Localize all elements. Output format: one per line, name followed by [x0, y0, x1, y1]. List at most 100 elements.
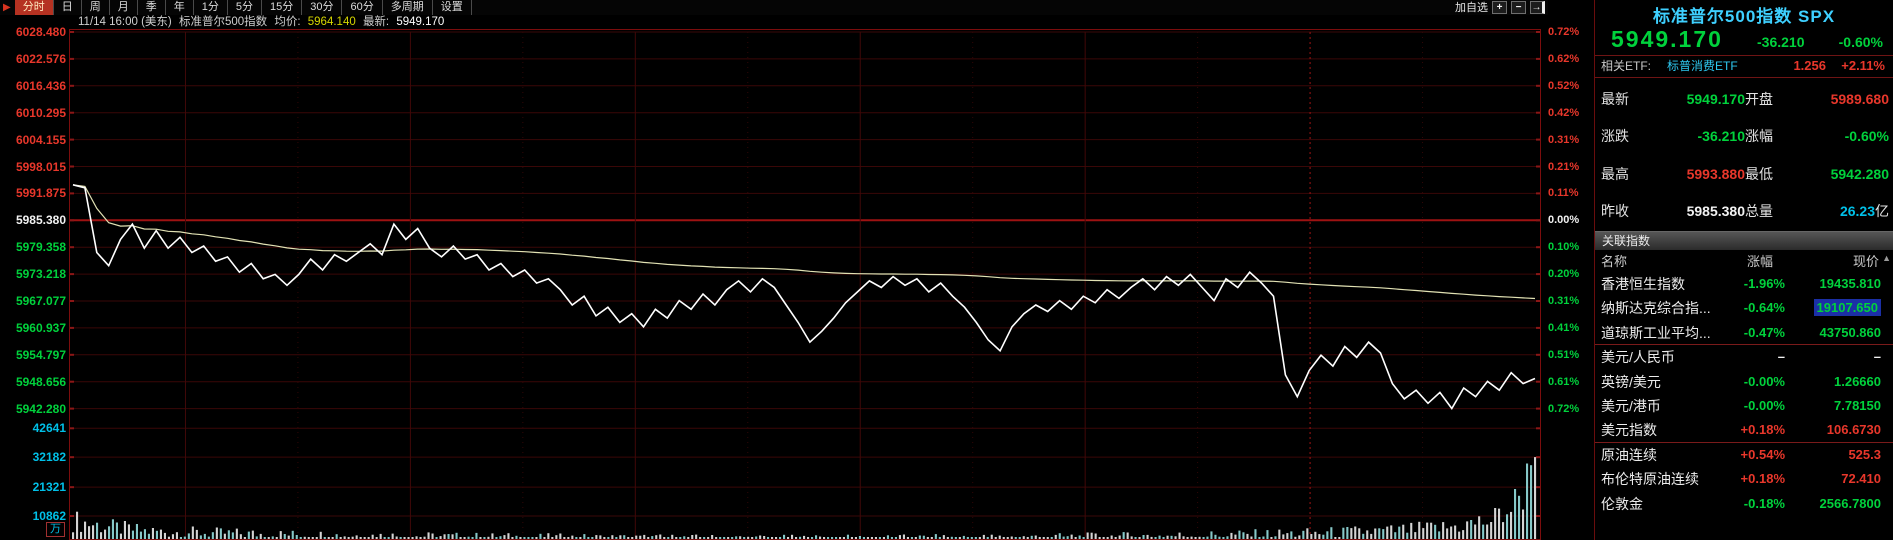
- related-etf-label: 相关ETF:: [1601, 59, 1651, 73]
- tab-多周期[interactable]: 多周期: [383, 0, 433, 15]
- price-change: -36.210: [1757, 34, 1805, 50]
- related-quote-row[interactable]: 香港恒生指数 -1.96% 19435.810: [1595, 272, 1893, 296]
- price-axis-label: 5967.077: [15, 294, 66, 308]
- quote-time: 11/14 16:00 (美东): [78, 16, 172, 28]
- stat-unit: 亿: [1875, 203, 1889, 220]
- period-tabs: 分时日周月季年 1分 5分 15分 30分 60分 多周期 设置: [14, 0, 472, 15]
- quote-change-pct: -0.47%: [1743, 324, 1785, 340]
- quote-change-pct: -0.00%: [1743, 373, 1785, 389]
- avg-label: 均价:: [274, 16, 301, 28]
- stat-label: 最高: [1601, 165, 1629, 182]
- stat-label: 涨幅: [1745, 128, 1773, 145]
- stat-value: 5949.170: [1686, 90, 1745, 107]
- add-watchlist-button[interactable]: 加自选: [1455, 1, 1488, 14]
- panel-title: 标准普尔500指数 SPX: [1652, 7, 1836, 26]
- tab-60分[interactable]: 60分: [342, 0, 383, 15]
- related-quote-row[interactable]: 布伦特原油连续 +0.18% 72.410: [1595, 467, 1893, 491]
- related-table-header: 名称 涨幅 现价: [1595, 251, 1893, 272]
- tab-周[interactable]: 周: [82, 0, 110, 15]
- volume-axis-label: 21321: [32, 480, 66, 495]
- price-axis-label: 5973.218: [15, 267, 66, 282]
- stat-label: 总量: [1745, 203, 1773, 220]
- price-axis-label: 5954.797: [15, 347, 66, 362]
- stat-label: 开盘: [1745, 90, 1773, 107]
- tab-5分[interactable]: 5分: [228, 0, 262, 15]
- price-axis-label: 5985.380: [15, 213, 66, 228]
- related-quote-row[interactable]: 伦敦金 -0.18% 2566.7800: [1595, 492, 1893, 516]
- quote-price: 525.3: [1848, 446, 1881, 462]
- collapse-arrow-icon[interactable]: ▶: [3, 1, 11, 13]
- tab-季[interactable]: 季: [138, 0, 166, 15]
- percent-axis-label: 0.52%: [1548, 79, 1580, 92]
- tab-日[interactable]: 日: [54, 0, 82, 15]
- related-quote-row[interactable]: 道琼斯工业平均... -0.47% 43750.860: [1595, 321, 1893, 346]
- quote-change-pct: -0.18%: [1743, 495, 1785, 511]
- stat-label: 最低: [1745, 165, 1773, 182]
- stat-label: 最新: [1601, 90, 1629, 107]
- zoom-out-button[interactable]: −: [1511, 1, 1526, 14]
- tab-月[interactable]: 月: [110, 0, 138, 15]
- price-axis-label: 6016.436: [15, 78, 66, 93]
- zoom-in-button[interactable]: +: [1492, 1, 1507, 14]
- quote-name: 纳斯达克综合指...: [1601, 300, 1711, 317]
- quote-name: 伦敦金: [1601, 495, 1643, 512]
- last-label: 最新:: [362, 16, 390, 28]
- scroll-up-icon[interactable]: ▲: [1882, 253, 1891, 263]
- stat-value: -0.60%: [1844, 128, 1889, 145]
- quote-price: 43750.860: [1819, 324, 1881, 340]
- quote-price: 7.78150: [1834, 397, 1881, 413]
- percent-axis: 0.72% 0.62% 0.52% 0.42% 0.31% 0.21% 0.11% 0.00%…: [1545, 26, 1594, 540]
- related-quote-row[interactable]: 原油连续 +0.54% 525.3: [1595, 443, 1893, 467]
- related-quote-row[interactable]: 美元指数 +0.18% 106.6730: [1595, 418, 1893, 443]
- related-quote-row[interactable]: 美元/港币 -0.00% 7.78150: [1595, 394, 1893, 418]
- tab-15分[interactable]: 15分: [262, 0, 303, 15]
- related-etf-row[interactable]: 相关ETF: 标普消费ETF 1.256 +2.11%: [1595, 58, 1893, 74]
- price-axis: 万 6028.480 6022.576 6016.436 6010.295 6004.1…: [0, 26, 69, 540]
- related-etf-pct: +2.11%: [1841, 58, 1885, 73]
- quote-price: 72.410: [1841, 471, 1881, 487]
- selected-price-highlight: 19107.650: [1813, 299, 1881, 317]
- intraday-price-chart[interactable]: [69, 29, 1543, 540]
- quote-name: 道琼斯工业平均...: [1601, 324, 1711, 341]
- quote-name: 美元/港币: [1601, 397, 1661, 414]
- intraday-chart-region: 万 6028.480 6022.576 6016.436 6010.295 6004.1…: [0, 26, 1594, 540]
- quote-name: 原油连续: [1601, 446, 1657, 463]
- toolbar-actions: 加自选 + − →: [1455, 1, 1548, 15]
- tab-设置[interactable]: 设置: [433, 0, 472, 15]
- percent-axis-label: 0.42%: [1548, 106, 1580, 119]
- price-axis-label: 6004.155: [15, 132, 66, 147]
- related-etf-name[interactable]: 标普消费ETF: [1667, 59, 1738, 73]
- related-quote-row[interactable]: 纳斯达克综合指... -0.64% 19107.650: [1595, 296, 1893, 320]
- quote-name: 香港恒生指数: [1601, 276, 1685, 292]
- percent-axis-label: 0.11%: [1548, 187, 1579, 200]
- price-axis-label: 5960.937: [15, 320, 66, 335]
- volume-axis-label: 42641: [32, 421, 66, 436]
- col-price: 现价: [1852, 254, 1879, 269]
- quote-price: 1.26660: [1834, 373, 1881, 389]
- quote-change-pct: -1.96%: [1743, 276, 1785, 291]
- quote-change-pct: –: [1777, 349, 1785, 365]
- related-quote-row[interactable]: 英镑/美元 -0.00% 1.26660: [1595, 370, 1893, 394]
- tab-年[interactable]: 年: [166, 0, 194, 15]
- quote-price: 2566.7800: [1819, 495, 1881, 511]
- related-quote-row[interactable]: 美元/人民币 – –: [1595, 345, 1893, 369]
- percent-axis-label: 0.72%: [1548, 402, 1580, 415]
- divider: [1595, 77, 1893, 78]
- tab-30分[interactable]: 30分: [302, 0, 343, 15]
- tab-分时[interactable]: 分时: [14, 0, 54, 15]
- period-toolbar: ▶ 分时日周月季年 1分 5分 15分 30分 60分 多周期 设置 加自选 + − →: [0, 0, 1548, 15]
- related-etf-price: 1.256: [1793, 58, 1826, 73]
- quote-change-pct: -0.64%: [1743, 300, 1785, 316]
- percent-axis-label: 0.51%: [1548, 348, 1580, 361]
- stat-value: 26.23 亿: [1839, 203, 1889, 220]
- quote-price: 106.6730: [1826, 422, 1881, 438]
- price-axis-label: 5942.280: [15, 401, 66, 416]
- jump-to-latest-button[interactable]: →: [1530, 1, 1545, 14]
- quote-panel: 标准普尔500指数 SPX 5949.170 -36.210 -0.60% 相关…: [1594, 0, 1893, 540]
- percent-axis-label: 0.10%: [1548, 241, 1580, 254]
- percent-axis-label: 0.41%: [1548, 321, 1580, 334]
- percent-axis-label: 0.31%: [1548, 133, 1580, 146]
- stat-value: 5942.280: [1830, 165, 1889, 182]
- quote-name: 布伦特原油连续: [1601, 471, 1699, 488]
- tab-1分[interactable]: 1分: [194, 0, 228, 15]
